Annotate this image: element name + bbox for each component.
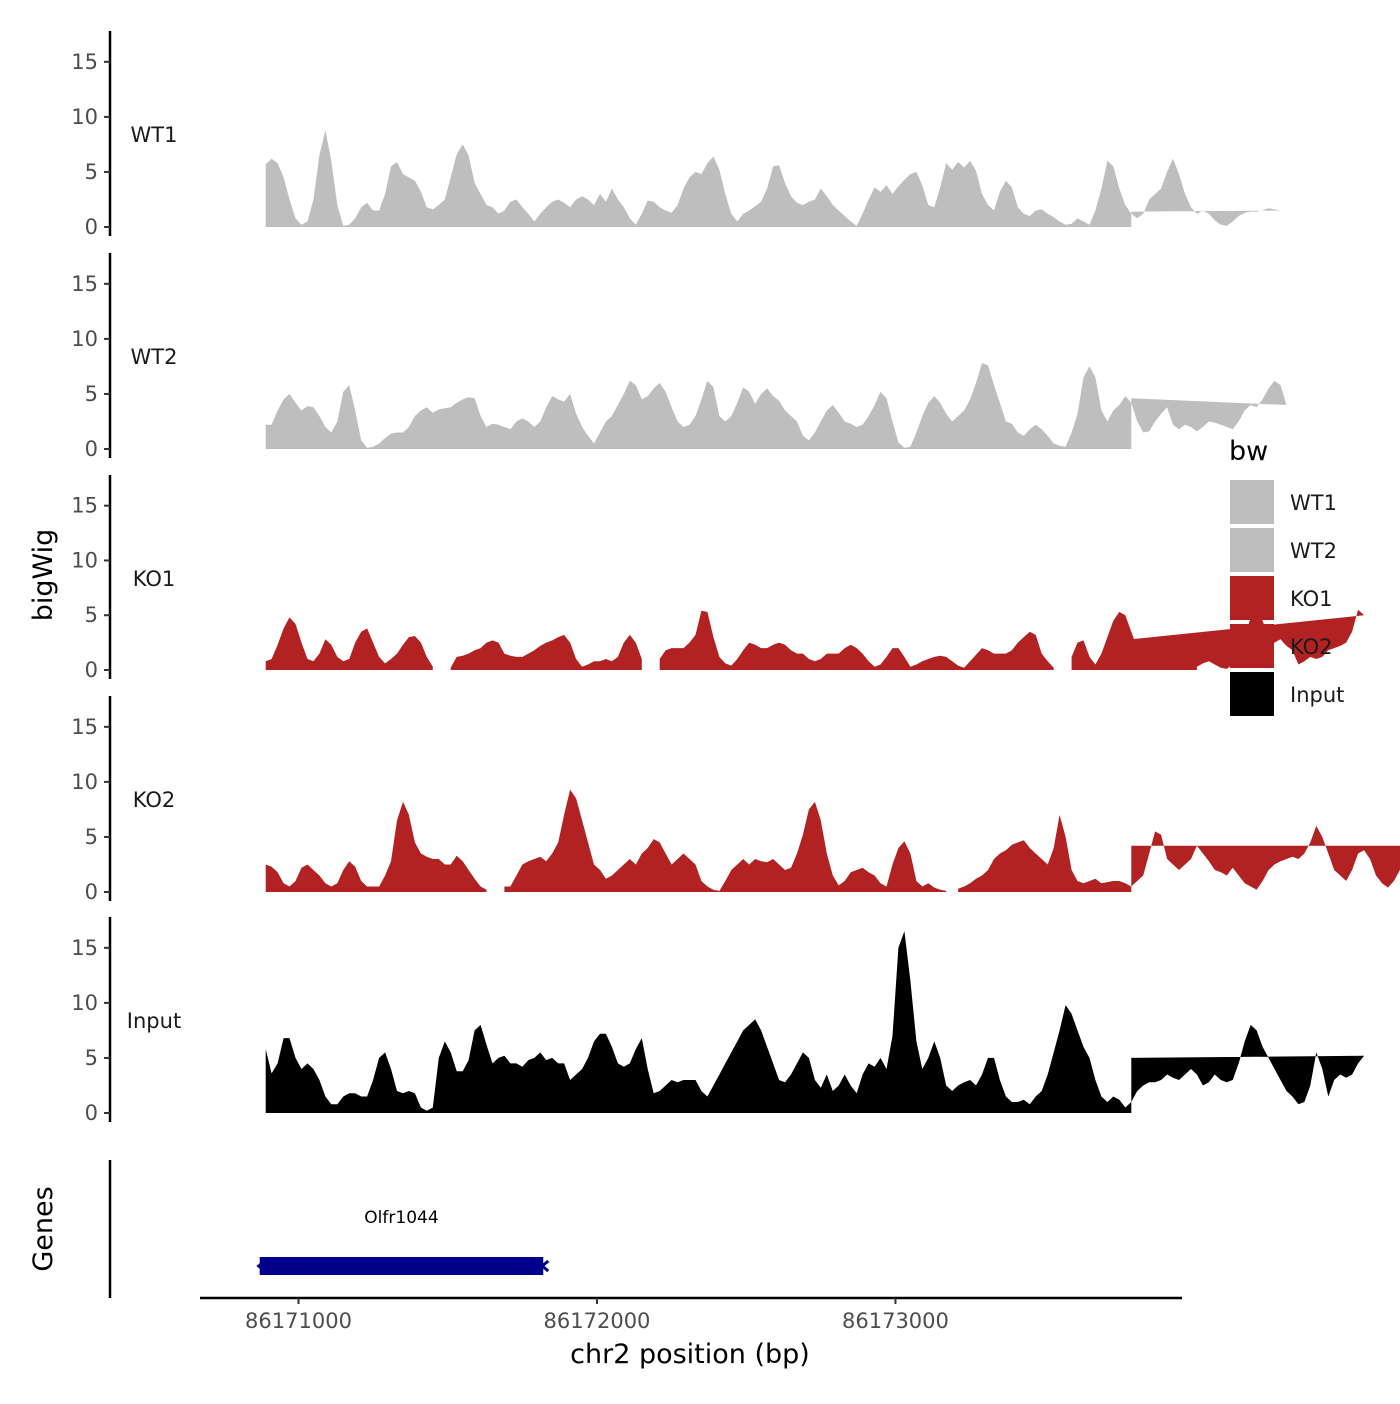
y-tick-label: 15 <box>71 50 98 74</box>
strand-arrow-icon <box>256 1259 266 1273</box>
y-tick-label: 5 <box>85 160 98 184</box>
legend-label: WT1 <box>1290 491 1337 515</box>
gene-panel-title: Genes <box>28 1186 59 1271</box>
track-input: 0 5 10 15 Input <box>71 917 1365 1125</box>
legend-item-input: Input <box>1230 672 1344 716</box>
track-ko1: 0 5 10 15 KO1 <box>71 475 1365 682</box>
y-tick-label: 5 <box>85 1046 98 1070</box>
y-tick-label: 10 <box>71 991 98 1015</box>
y-tick-label: 10 <box>71 327 98 351</box>
tracks-layer: 0 5 10 15 WT1 0 5 10 15 WT2 0 5 10 15 KO1 0 5 10 15 KO2 0 5 10… <box>71 31 1400 1125</box>
track-ko2: 0 5 10 15 KO2 <box>71 696 1400 904</box>
y-tick-label: 5 <box>85 382 98 406</box>
y-tick-label: 0 <box>85 658 98 682</box>
legend-label: Input <box>1290 683 1344 707</box>
legend-key <box>1230 672 1274 716</box>
x-axis: 86171000 86172000 86173000 <box>200 1296 1182 1333</box>
coverage-area-ko2 <box>958 814 1400 892</box>
x-tick-label: 86172000 <box>544 1309 651 1333</box>
y-axis-title: bigWig <box>28 529 59 622</box>
track-label-ko1: KO1 <box>133 567 176 591</box>
y-tick-label: 15 <box>71 494 98 518</box>
track-label-ko2: KO2 <box>133 788 176 812</box>
coverage-area-wt1 <box>265 130 1281 227</box>
y-tick-label: 10 <box>71 105 98 129</box>
x-tick-label: 86171000 <box>245 1309 352 1333</box>
x-axis-title: chr2 position (bp) <box>570 1339 810 1370</box>
legend-item-ko1: KO1 <box>1230 576 1333 620</box>
y-tick-label: 10 <box>71 548 98 572</box>
legend-key <box>1230 624 1274 668</box>
legend-key <box>1230 576 1274 620</box>
gene-body[interactable] <box>259 1257 544 1275</box>
legend-item-wt1: WT1 <box>1230 480 1337 524</box>
track-wt1: 0 5 10 15 WT1 <box>71 31 1281 239</box>
coverage-area-wt2 <box>265 363 1287 449</box>
coverage-area-ko1 <box>450 634 642 670</box>
y-tick-label: 15 <box>71 715 98 739</box>
track-wt2: 0 5 10 15 WT2 <box>71 253 1287 461</box>
track-label-wt2: WT2 <box>131 345 178 369</box>
legend-key <box>1230 528 1274 572</box>
gene-panel: Olfr1044 <box>108 1160 550 1298</box>
track-label-input: Input <box>127 1009 181 1033</box>
coverage-area-ko1 <box>1131 609 1365 670</box>
y-tick-label: 5 <box>85 825 98 849</box>
coverage-area-ko2 <box>504 789 947 892</box>
legend-label: WT2 <box>1290 539 1337 563</box>
x-tick-label: 86173000 <box>842 1309 949 1333</box>
legend-label: KO1 <box>1290 587 1333 611</box>
legend-key <box>1230 480 1274 524</box>
strand-arrow-icon <box>539 1259 550 1273</box>
y-tick-label: 0 <box>85 437 98 461</box>
y-tick-label: 0 <box>85 880 98 904</box>
coverage-area-ko1 <box>659 610 1054 670</box>
y-tick-label: 15 <box>71 272 98 296</box>
gene-olfr1044: Olfr1044 <box>256 1208 550 1275</box>
track-label-wt1: WT1 <box>131 123 178 147</box>
coverage-area-ko1 <box>265 617 433 670</box>
coverage-area-input <box>265 931 1365 1113</box>
y-tick-label: 10 <box>71 770 98 794</box>
gene-label: Olfr1044 <box>364 1208 438 1228</box>
legend-label: KO2 <box>1290 635 1333 659</box>
legend-title: bw <box>1229 436 1268 467</box>
legend: bw WT1 WT2 KO1 KO2 Input <box>1229 436 1344 716</box>
coverage-area-ko2 <box>265 801 487 892</box>
legend-item-ko2: KO2 <box>1230 624 1333 668</box>
y-tick-label: 0 <box>85 215 98 239</box>
legend-item-wt2: WT2 <box>1230 528 1337 572</box>
y-tick-label: 0 <box>85 1101 98 1125</box>
y-tick-label: 15 <box>71 936 98 960</box>
y-tick-label: 5 <box>85 603 98 627</box>
